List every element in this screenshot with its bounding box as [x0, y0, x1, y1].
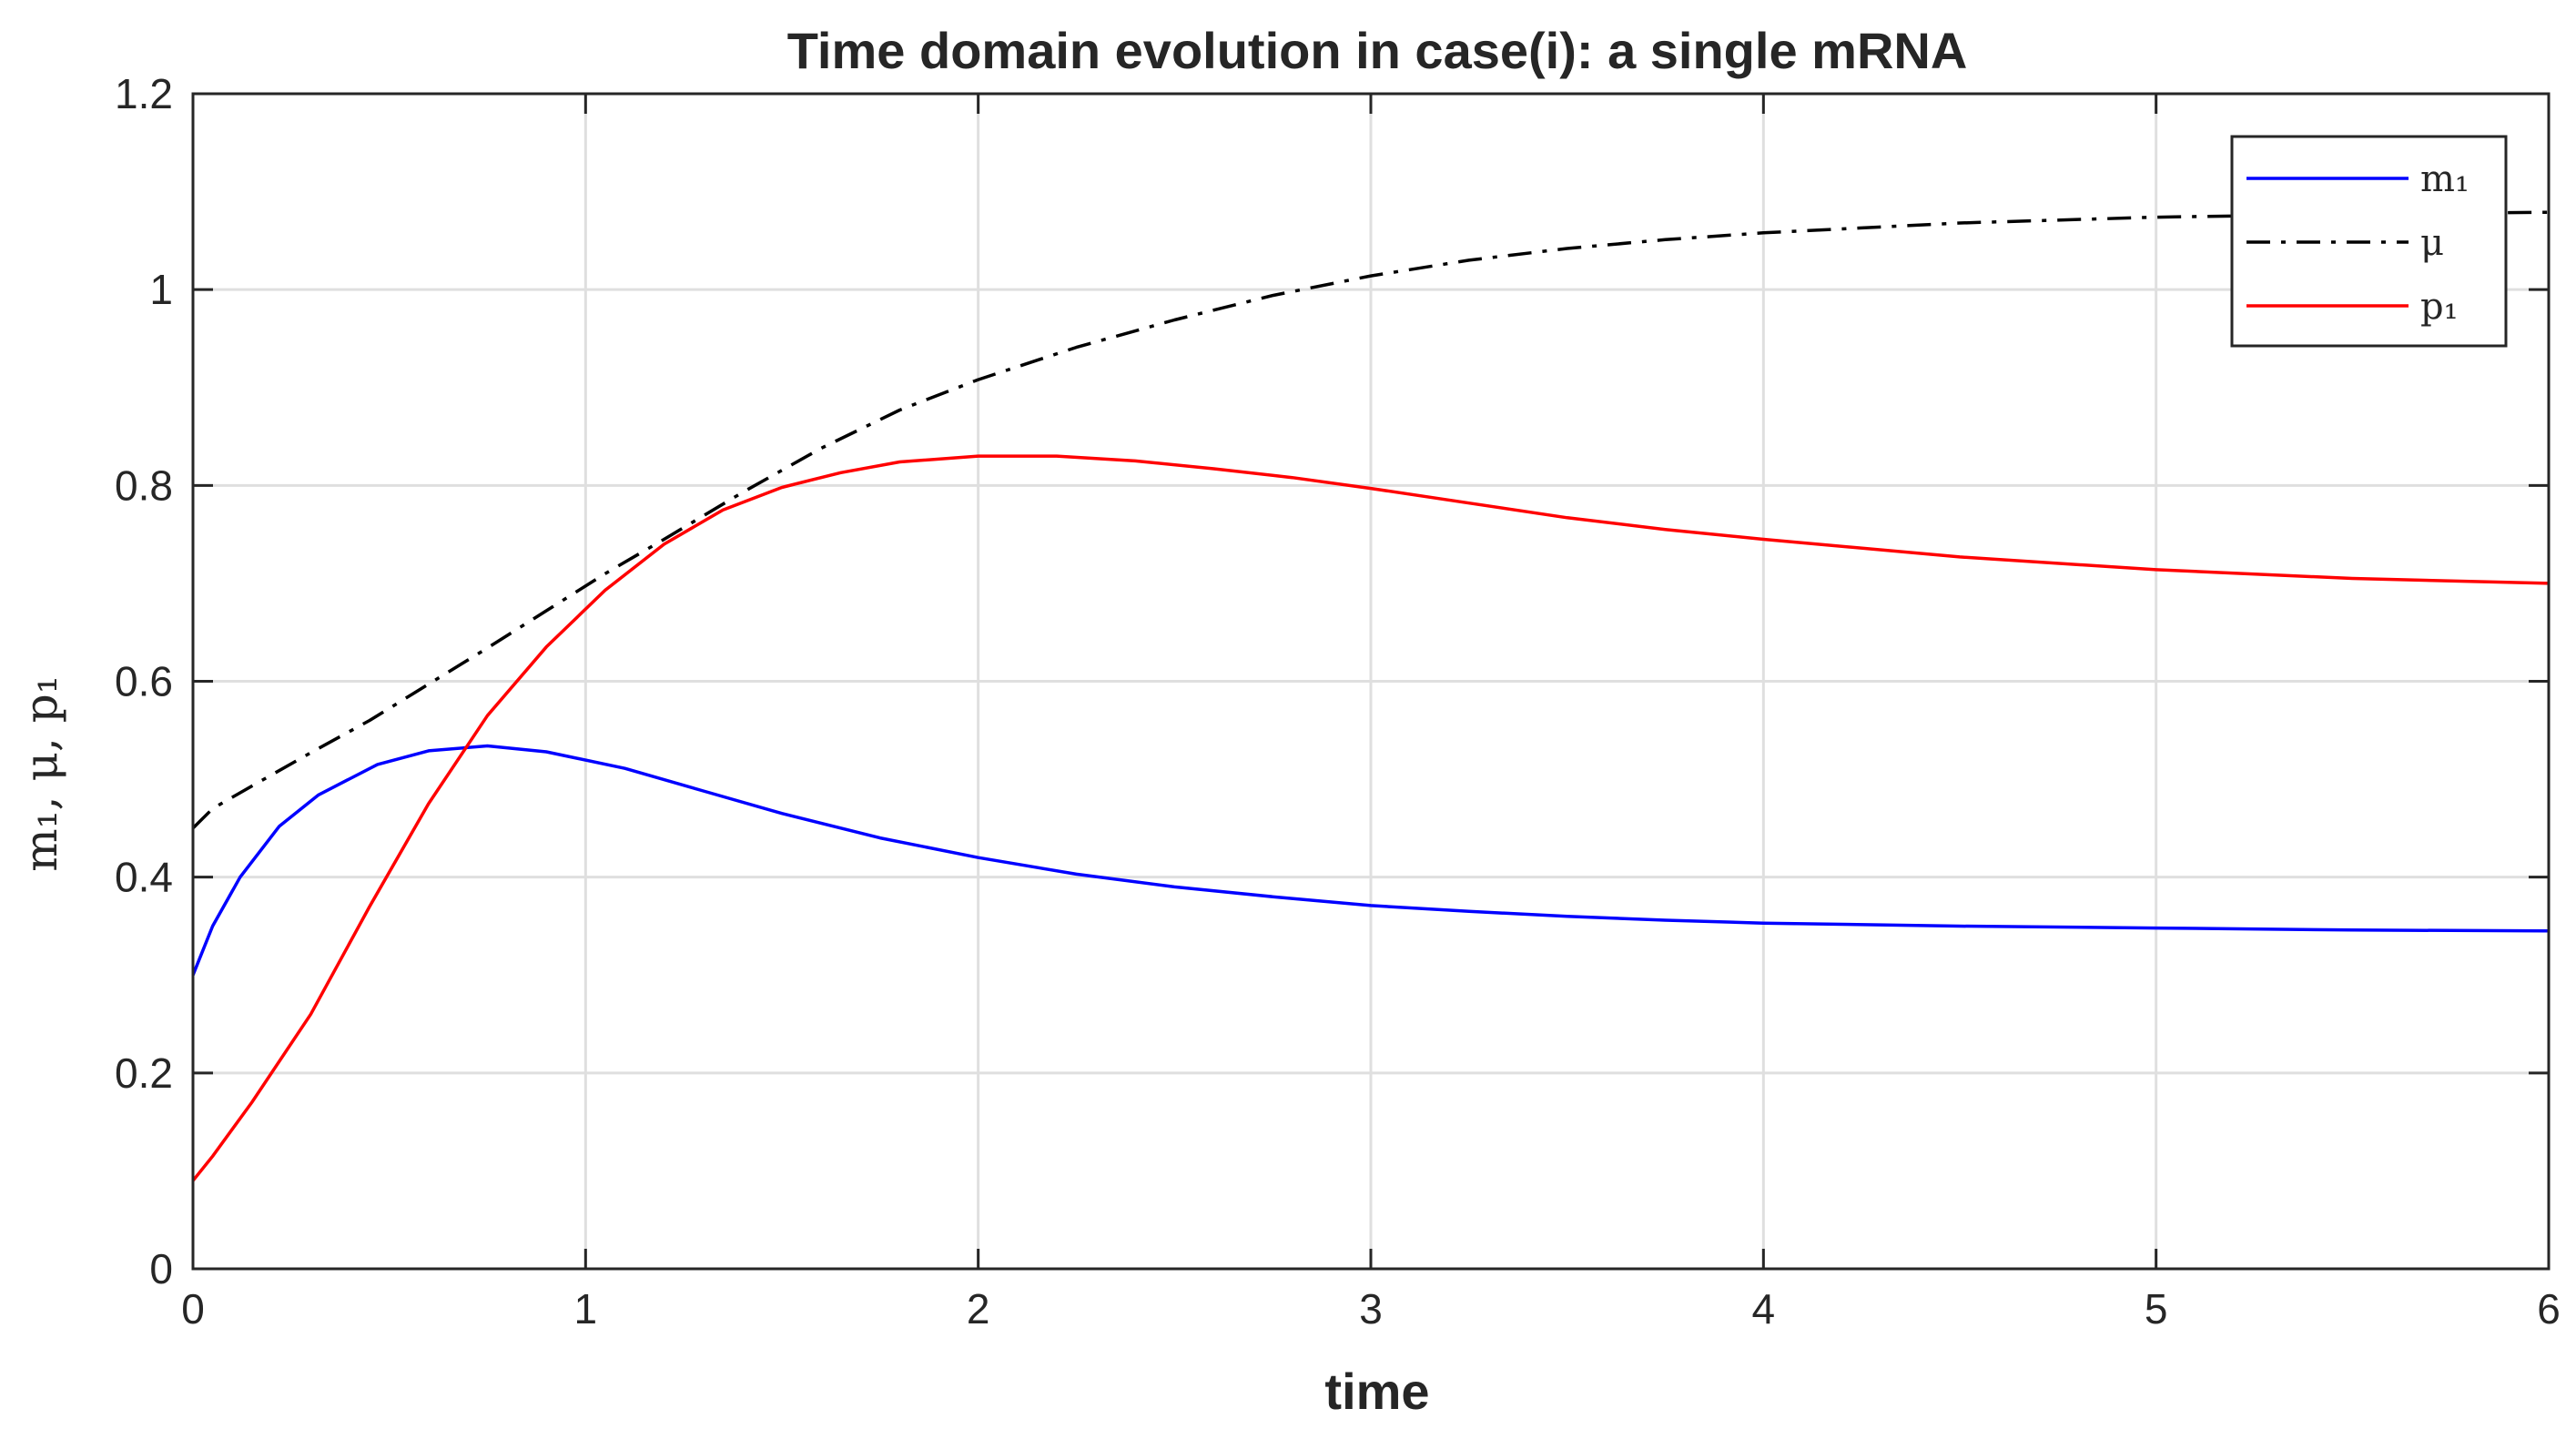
y-tick-label: 0.6	[115, 658, 173, 705]
series-line-1	[191, 210, 2550, 830]
chart-title: Time domain evolution in case(i): a sing…	[787, 22, 1968, 79]
legend-label-0: m₁	[2420, 158, 2470, 200]
legend: m₁ μ p₁	[2230, 135, 2508, 348]
y-axis-label: m₁, μ, p₁	[15, 675, 67, 872]
x-tick-label: 0	[181, 1285, 205, 1333]
y-tick-label: 0.2	[115, 1049, 173, 1097]
x-tick-label: 1	[574, 1285, 598, 1333]
series-layer	[191, 210, 2550, 1182]
x-tick-label: 2	[967, 1285, 990, 1333]
x-tick-label: 4	[1752, 1285, 1776, 1333]
series-line-2	[191, 454, 2550, 1182]
grid	[193, 94, 2549, 1269]
x-tick-label: 6	[2537, 1285, 2561, 1333]
ticks: 0 1 2 3 4 5 6 0 0.2 0.4 0.6 0.8 1 1.2	[115, 70, 2561, 1333]
series-line-0	[191, 744, 2550, 976]
y-tick-label: 0.4	[115, 854, 173, 901]
y-tick-label: 0.8	[115, 461, 173, 509]
x-tick-label: 3	[1359, 1285, 1383, 1333]
y-tick-label: 1	[149, 266, 173, 313]
legend-label-1: μ	[2420, 222, 2444, 264]
y-tick-label: 0	[149, 1245, 173, 1292]
x-tick-label: 5	[2145, 1285, 2168, 1333]
x-axis-label: time	[1324, 1363, 1429, 1420]
legend-label-2: p₁	[2420, 286, 2459, 328]
y-tick-label: 1.2	[115, 70, 173, 117]
